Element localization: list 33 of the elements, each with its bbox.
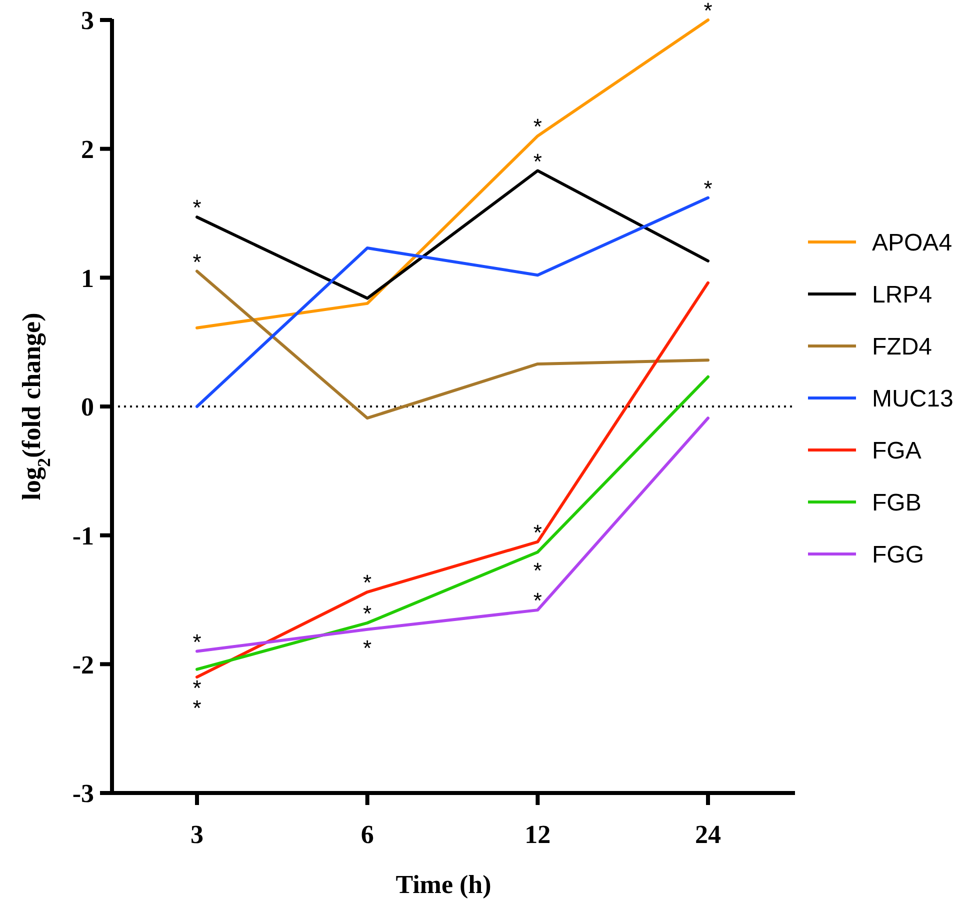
annotation: * <box>533 114 542 140</box>
x-tick-label: 3 <box>190 820 204 849</box>
x-tick-label: 24 <box>695 820 721 849</box>
legend-label: MUC13 <box>872 385 954 412</box>
legend-label: LRP4 <box>872 281 932 308</box>
annotation: * <box>192 195 202 220</box>
x-tick-label: 12 <box>524 820 551 849</box>
annotation: * <box>192 629 202 654</box>
annotation: * <box>363 601 372 626</box>
legend-label: FGG <box>872 541 924 568</box>
annotation: * <box>192 249 202 274</box>
y-tick-label: 1 <box>81 264 94 293</box>
y-tick-label: -1 <box>72 521 94 550</box>
annotation: * <box>533 588 542 614</box>
legend-label: APOA4 <box>872 229 952 256</box>
annotation: * <box>363 635 372 660</box>
y-tick-label: -2 <box>72 650 94 680</box>
y-tick-label: 0 <box>81 392 94 422</box>
annotation: * <box>533 558 542 584</box>
legend-label: FZD4 <box>872 333 932 360</box>
x-tick-label: 6 <box>360 820 374 849</box>
x-axis-title: Time (h) <box>396 870 492 899</box>
annotation: * <box>704 176 713 201</box>
annotation: * <box>363 570 372 596</box>
y-tick-label: -3 <box>72 779 94 808</box>
annotation: * <box>533 148 542 174</box>
annotation: * <box>533 520 542 545</box>
y-tick-label: 2 <box>81 134 94 164</box>
y-tick-label: 3 <box>81 6 94 36</box>
legend-label: FGB <box>872 489 922 516</box>
legend-label: FGA <box>872 437 922 464</box>
annotation: * <box>704 0 713 24</box>
line-series <box>196 270 710 420</box>
